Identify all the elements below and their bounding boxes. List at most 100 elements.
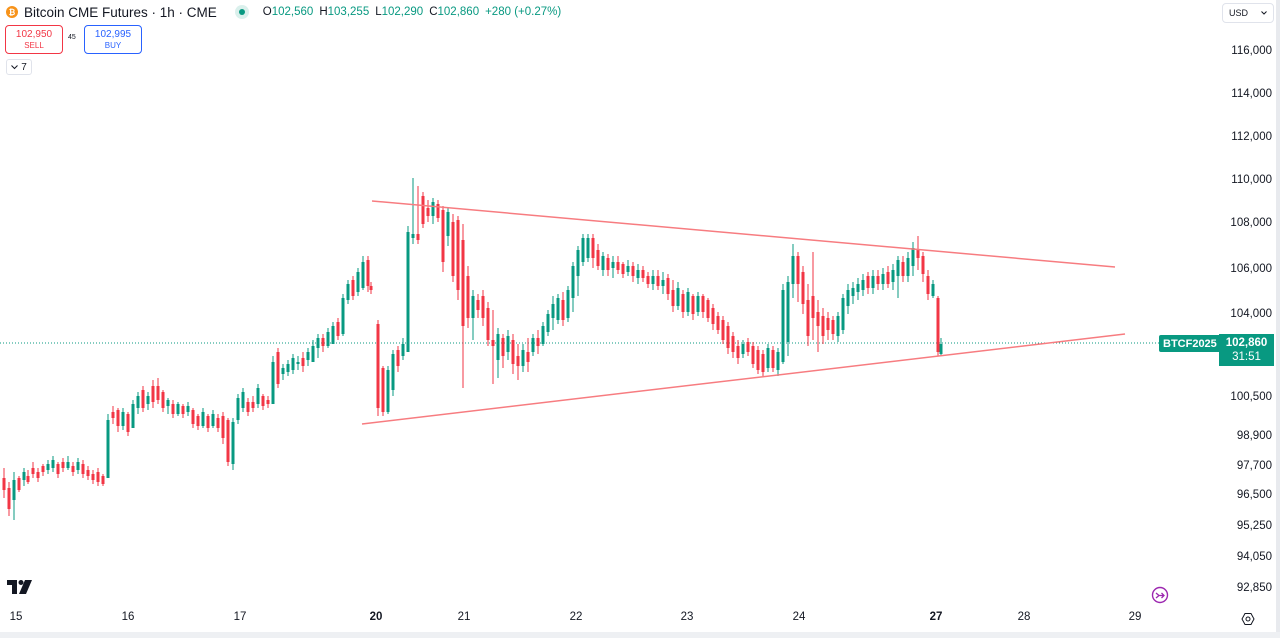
candle xyxy=(846,290,850,306)
candle xyxy=(581,238,585,262)
price-tick-label: 97,700 xyxy=(1236,460,1272,472)
candle xyxy=(411,234,415,238)
candle xyxy=(306,352,310,360)
candle xyxy=(826,318,830,330)
candle xyxy=(281,368,285,374)
buy-button[interactable]: 102,995 BUY xyxy=(84,25,142,54)
symbol-title[interactable]: Bitcoin CME Futures · 1h · CME xyxy=(24,4,217,20)
candle xyxy=(46,464,50,470)
candle xyxy=(466,276,470,318)
candle xyxy=(931,284,935,296)
candle xyxy=(586,238,590,258)
candle xyxy=(26,476,30,482)
candle xyxy=(401,344,405,356)
scroll-to-realtime-icon[interactable] xyxy=(1151,586,1169,604)
candle xyxy=(226,420,230,462)
price-tick-label: 92,850 xyxy=(1236,582,1272,594)
time-tick-label: 29 xyxy=(1128,611,1142,623)
time-tick-label: 28 xyxy=(1017,611,1031,623)
candle xyxy=(396,350,400,366)
candle xyxy=(12,480,16,500)
candle xyxy=(616,262,620,270)
candle xyxy=(526,352,530,362)
currency-select[interactable]: USD xyxy=(1222,3,1274,23)
candle xyxy=(501,338,505,356)
candle xyxy=(231,422,235,464)
candle xyxy=(66,462,70,468)
candle xyxy=(831,320,835,334)
candle xyxy=(571,266,575,298)
candle xyxy=(681,294,685,312)
candle xyxy=(326,332,330,346)
candle xyxy=(171,404,175,414)
candle xyxy=(201,412,205,426)
candle xyxy=(721,320,725,340)
candle xyxy=(576,250,580,276)
candle xyxy=(441,210,445,262)
candle xyxy=(636,270,640,278)
candle xyxy=(146,396,150,404)
candle xyxy=(416,234,420,240)
time-tick-label: 24 xyxy=(792,611,806,623)
candle xyxy=(376,324,380,408)
candle xyxy=(656,276,660,286)
candle xyxy=(891,270,895,282)
candle xyxy=(706,300,710,318)
candle xyxy=(816,312,820,326)
candle xyxy=(211,414,215,426)
upper-resistance-trendline[interactable] xyxy=(371,200,1116,268)
lower-support-trendline[interactable] xyxy=(361,333,1126,425)
candle xyxy=(926,276,930,294)
candle xyxy=(331,326,335,344)
bottom-border xyxy=(0,632,1280,638)
candle xyxy=(791,256,795,284)
candle xyxy=(181,406,185,414)
price-tick-label: 106,000 xyxy=(1230,263,1272,275)
chevron-down-icon xyxy=(1261,11,1267,15)
candle xyxy=(596,250,600,266)
candle xyxy=(841,298,845,330)
candle xyxy=(896,260,900,276)
price-change: +280 (+0.27%) xyxy=(485,6,562,18)
settings-gear-icon[interactable] xyxy=(1241,612,1255,626)
indicators-count: 7 xyxy=(21,61,27,73)
triangle-trendlines[interactable] xyxy=(361,200,1126,425)
candle xyxy=(641,270,645,278)
time-tick-label: 21 xyxy=(457,611,471,623)
price-tick-label: 98,900 xyxy=(1236,430,1272,442)
candle xyxy=(751,346,755,364)
candle xyxy=(876,276,880,284)
candle xyxy=(206,416,210,428)
candle xyxy=(651,276,655,284)
candle xyxy=(506,336,510,352)
candle xyxy=(621,264,625,274)
candle xyxy=(546,314,550,332)
candle xyxy=(426,208,430,216)
time-tick-label: 22 xyxy=(569,611,583,623)
candle xyxy=(221,416,225,438)
last-price: 102,860 xyxy=(1225,337,1268,349)
candle xyxy=(336,322,340,336)
candle xyxy=(626,266,630,272)
candle xyxy=(246,402,250,412)
candle xyxy=(516,356,520,366)
candle xyxy=(22,472,26,480)
tradingview-logo[interactable] xyxy=(7,580,33,594)
candle xyxy=(691,296,695,314)
candle xyxy=(496,334,500,360)
candle xyxy=(41,466,45,472)
candle xyxy=(911,248,915,266)
candle xyxy=(921,256,925,274)
spread-value: 45 xyxy=(68,34,76,41)
candle xyxy=(726,326,730,348)
candle xyxy=(731,336,735,352)
symbol-header: ₿ Bitcoin CME Futures · 1h · CME O102,56… xyxy=(6,3,561,21)
candle xyxy=(111,412,115,418)
candle xyxy=(861,280,865,290)
candle xyxy=(31,468,35,474)
candle xyxy=(671,290,675,306)
sell-button[interactable]: 102,950 SELL xyxy=(5,25,63,54)
candle xyxy=(811,296,815,318)
indicators-toggle[interactable]: 7 xyxy=(6,59,32,75)
